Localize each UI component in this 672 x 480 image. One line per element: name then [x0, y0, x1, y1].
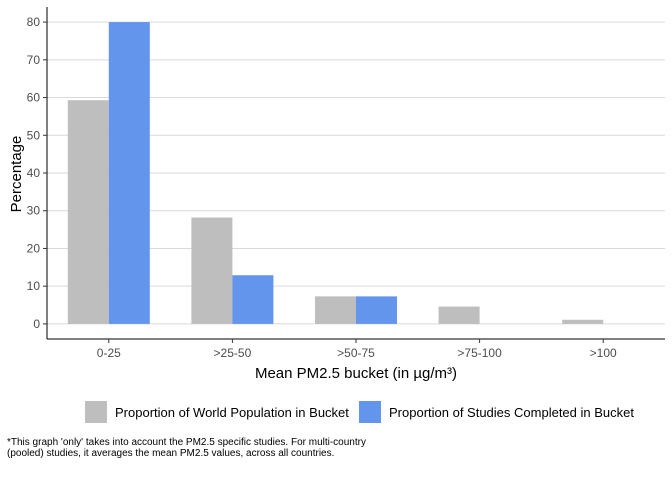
x-tick-label: >100	[590, 346, 617, 360]
legend-swatch-0	[85, 401, 107, 423]
y-tick-label: 50	[27, 128, 41, 142]
bar-population-0	[67, 100, 109, 324]
y-tick-label: 60	[27, 91, 41, 105]
legend-label-0: Proportion of World Population in Bucket	[115, 405, 349, 420]
footnote: *This graph 'only' takes into account th…	[7, 437, 366, 459]
y-axis-title: Percentage	[8, 136, 25, 213]
y-tick-label: 70	[27, 53, 41, 67]
legend-swatch-1	[359, 401, 381, 423]
y-tick-label: 20	[27, 241, 41, 255]
y-tick-label: 10	[27, 279, 41, 293]
bar-population-4	[562, 319, 604, 324]
y-tick-label: 80	[27, 15, 41, 29]
y-tick-label: 0	[33, 317, 40, 331]
bar-population-1	[191, 217, 233, 324]
grid-lines	[47, 21, 665, 325]
x-tick-label: >75-100	[457, 346, 502, 360]
y-tick-label: 30	[27, 204, 41, 218]
x-tick-label: >50-75	[337, 346, 375, 360]
bar-population-2	[315, 296, 356, 324]
bar-studies-1	[232, 275, 274, 324]
x-tick-label: >25-50	[214, 346, 252, 360]
legend: Proportion of World Population in Bucket…	[85, 401, 634, 423]
bar-studies-0	[108, 22, 150, 324]
bar-population-3	[438, 306, 480, 324]
x-axis-ticks: 0-25 >25-50 >50-75 >75-100 >100	[97, 339, 617, 360]
y-axis-ticks: 0 10 20 30 40 50 60 70 80	[27, 15, 47, 331]
y-tick-label: 40	[27, 166, 41, 180]
bars	[67, 22, 604, 324]
legend-label-1: Proportion of Studies Completed in Bucke…	[389, 405, 634, 420]
x-tick-label: 0-25	[97, 346, 121, 360]
chart: 0 10 20 30 40 50 60 70 80 0-25 >25-50 >50-75 >75-10…	[8, 7, 665, 423]
bar-studies-2	[356, 296, 397, 324]
x-axis-title: Mean PM2.5 bucket (in µg/m³)	[255, 365, 457, 382]
